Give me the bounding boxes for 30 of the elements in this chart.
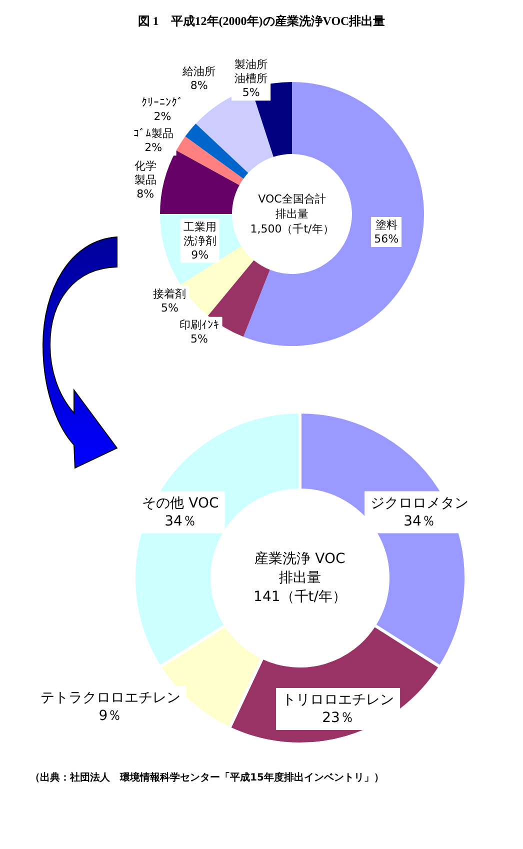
- data-label: 23％: [322, 710, 354, 726]
- slice-label: 給油所: [182, 65, 216, 78]
- slice-label: 工業用洗浄剤: [183, 220, 216, 248]
- data-label: 9％: [98, 708, 122, 724]
- data-label: 9%: [191, 248, 209, 262]
- slice-label: 化学製品: [134, 159, 156, 186]
- slice-label: テトラクロロエチレン: [40, 690, 180, 706]
- text: 産業洗浄 VOC 排出量 141（千t/年）: [254, 551, 346, 605]
- data-label: 34％: [164, 513, 196, 530]
- slice-label: 接着剤: [153, 287, 186, 300]
- data-label: 34％: [404, 513, 436, 530]
- data-label: 8%: [190, 79, 208, 92]
- data-label: 2%: [154, 110, 172, 124]
- slice-label: ｸﾘｰﾆﾝｸﾞ: [141, 96, 184, 110]
- data-label: 8%: [136, 187, 154, 200]
- slice-label: 製油所油槽所: [234, 58, 268, 86]
- data-label: 5%: [242, 86, 260, 100]
- data-label: 2%: [144, 141, 162, 154]
- slice-label: 印刷ｲﾝｷ: [179, 318, 220, 332]
- data-label: 5%: [190, 332, 208, 346]
- slice-label: トリロロエチレン: [282, 692, 394, 708]
- slice-label: 塗料: [375, 218, 398, 232]
- data-label: 56%: [374, 232, 399, 246]
- text: VOC全国合計排出量 1,500（千t/年）: [250, 192, 334, 236]
- data-label: 5%: [161, 301, 178, 314]
- chart-title: 図 1 平成12年(2000年)の産業洗浄VOC排出量: [138, 14, 386, 28]
- slice-label: その他 VOC: [142, 495, 220, 512]
- slice-label: ｺﾞﾑ製品: [133, 127, 174, 140]
- slice-label: ジクロロメタン: [370, 495, 468, 512]
- text: （出典：社団法人 環境情報科学センター「平成15年度排出インベントリ」）: [30, 772, 384, 784]
